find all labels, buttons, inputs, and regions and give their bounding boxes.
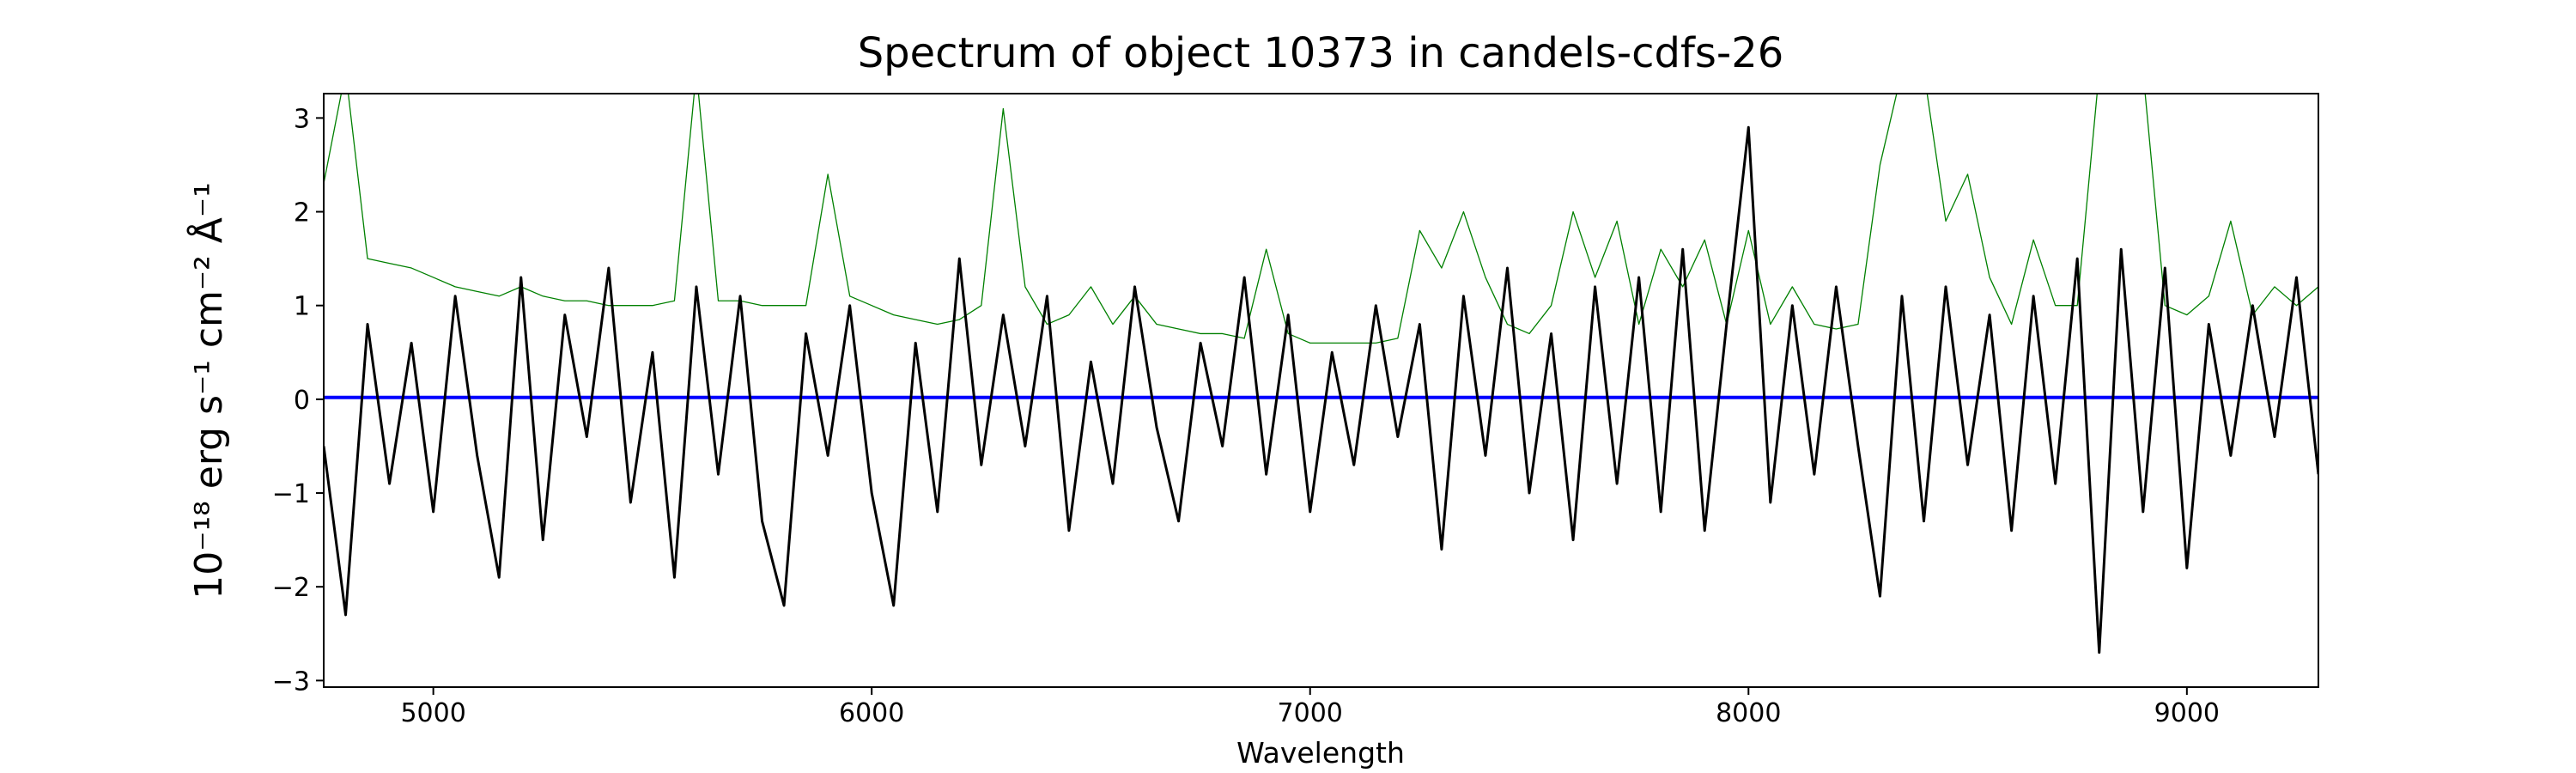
y-tick-label: −2	[272, 573, 310, 603]
y-tick-label: 2	[294, 198, 310, 228]
series-line	[324, 125, 2318, 654]
series-line	[324, 94, 2318, 344]
x-axis-label: Wavelength	[1236, 736, 1405, 770]
y-axis-label: 10⁻¹⁸ erg s⁻¹ cm⁻² Å⁻¹	[185, 182, 231, 599]
x-tick-label: 8000	[1716, 698, 1781, 728]
chart-title: Spectrum of object 10373 in candels-cdfs…	[858, 29, 1784, 77]
y-tick-label: 1	[294, 292, 310, 322]
y-tick-label: 3	[294, 104, 310, 134]
x-tick-label: 5000	[400, 698, 465, 728]
y-tick-label: −3	[272, 666, 310, 697]
x-tick-label: 7000	[1278, 698, 1343, 728]
x-tick-label: 9000	[2154, 698, 2220, 728]
plot-area	[324, 94, 2318, 654]
x-tick-label: 6000	[839, 698, 904, 728]
y-tick-label: −1	[272, 479, 310, 509]
y-tick-label: 0	[294, 386, 310, 416]
axes-frame	[323, 93, 2319, 688]
